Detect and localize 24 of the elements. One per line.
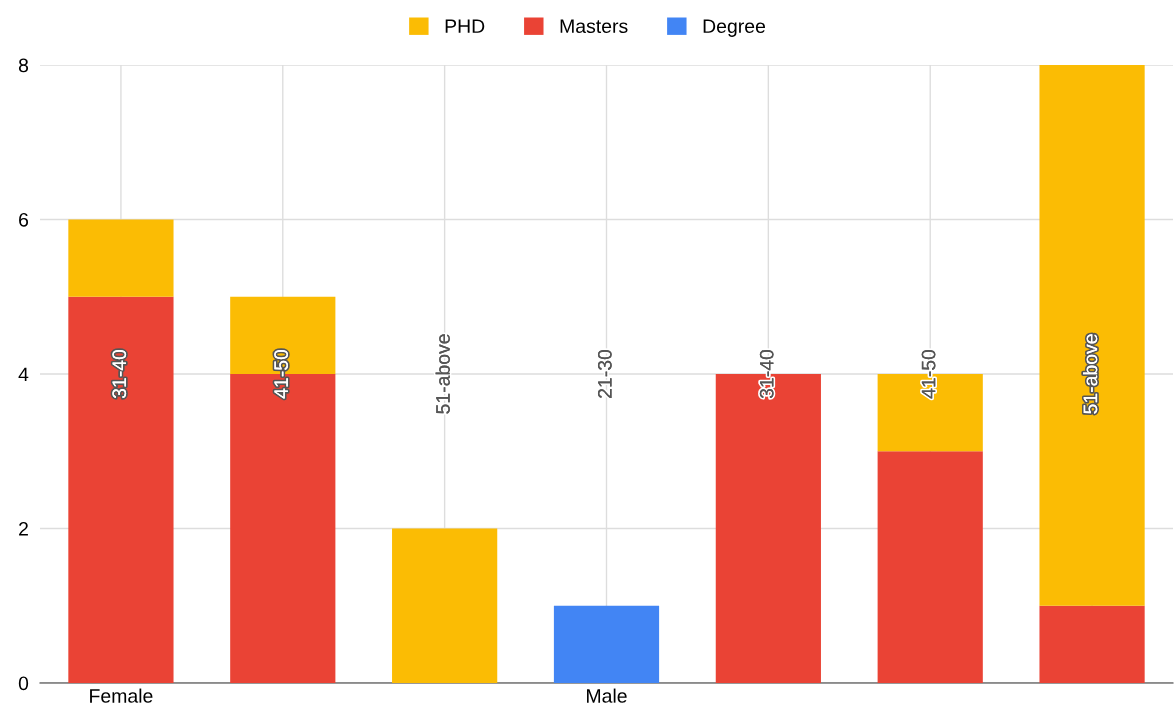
legend-label: Degree (703, 19, 766, 37)
text: 41-50 (921, 349, 936, 399)
legend-label: PHD (445, 19, 485, 33)
bar (68, 296, 174, 683)
bar (1039, 65, 1145, 606)
bar (1039, 605, 1145, 683)
text: 31-40 (112, 349, 127, 399)
y-tick-label: 4 (18, 367, 29, 382)
y-tick-label: 2 (19, 521, 28, 536)
bar (553, 605, 660, 683)
bar (877, 451, 983, 683)
text: 41-50 (274, 349, 289, 399)
y-tick-label: 0 (18, 676, 29, 691)
text: 31-40 (759, 349, 774, 399)
text: 51-above (1083, 334, 1098, 414)
text: 51-above (435, 334, 450, 414)
x-tick-label: Female (90, 688, 153, 703)
x-tick-label: Male (587, 688, 627, 703)
y-tick-label: 8 (18, 58, 29, 73)
y-tick-label: 6 (19, 212, 29, 227)
bar (392, 528, 498, 683)
text: 21-30 (597, 349, 612, 398)
legend-label: Masters (560, 19, 628, 34)
bar (68, 219, 174, 297)
